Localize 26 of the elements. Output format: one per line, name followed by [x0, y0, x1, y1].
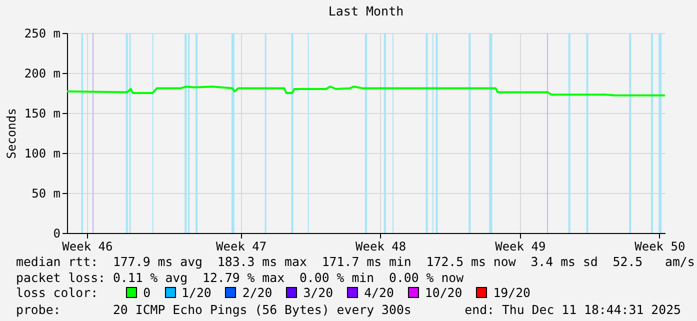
y-axis-title: Seconds — [4, 108, 18, 159]
legend-label: 4/20 — [364, 285, 394, 300]
x-tick-label: Week 49 — [495, 240, 546, 254]
y-tick-label: 200 m — [24, 66, 60, 80]
chart-title: Last Month — [328, 4, 404, 18]
y-tick-label: 250 m — [24, 26, 60, 40]
legend-label: 1/20 — [182, 285, 212, 300]
x-tick-label: Week 48 — [356, 240, 406, 254]
legend-label: 3/20 — [303, 285, 334, 300]
legend-title: loss color: — [16, 285, 98, 300]
text: median rtt: 177.9 ms avg 183.3 ms max 171.7 ms min 172.5 ms now 3.4 ms sd 52.5 am/s — [16, 254, 695, 269]
line-series — [67, 86, 665, 96]
y-tick-label: 150 m — [24, 106, 60, 120]
legend-label: 2/20 — [242, 285, 272, 300]
legend-label: 10/20 — [424, 285, 462, 300]
x-tick-label: Week 47 — [216, 240, 267, 254]
y-tick-label: 50 m — [32, 186, 60, 200]
text: end: Thu Dec 11 18:44:31 2025 — [464, 302, 681, 317]
text: probe: 20 ICMP Echo Pings (56 Bytes) every 300s — [16, 302, 412, 317]
legend-label: 0 — [143, 285, 151, 300]
text: packet loss: 0.11 % avg 12.79 % max 0.00 % min 0.00 % now — [16, 270, 464, 285]
y-tick-label: 0 — [53, 226, 60, 240]
legend-label: 19/20 — [493, 285, 531, 300]
x-tick-label: Week 50 — [634, 240, 686, 254]
y-tick-label: 100 m — [24, 146, 60, 160]
x-tick-label: Week 46 — [62, 240, 113, 254]
